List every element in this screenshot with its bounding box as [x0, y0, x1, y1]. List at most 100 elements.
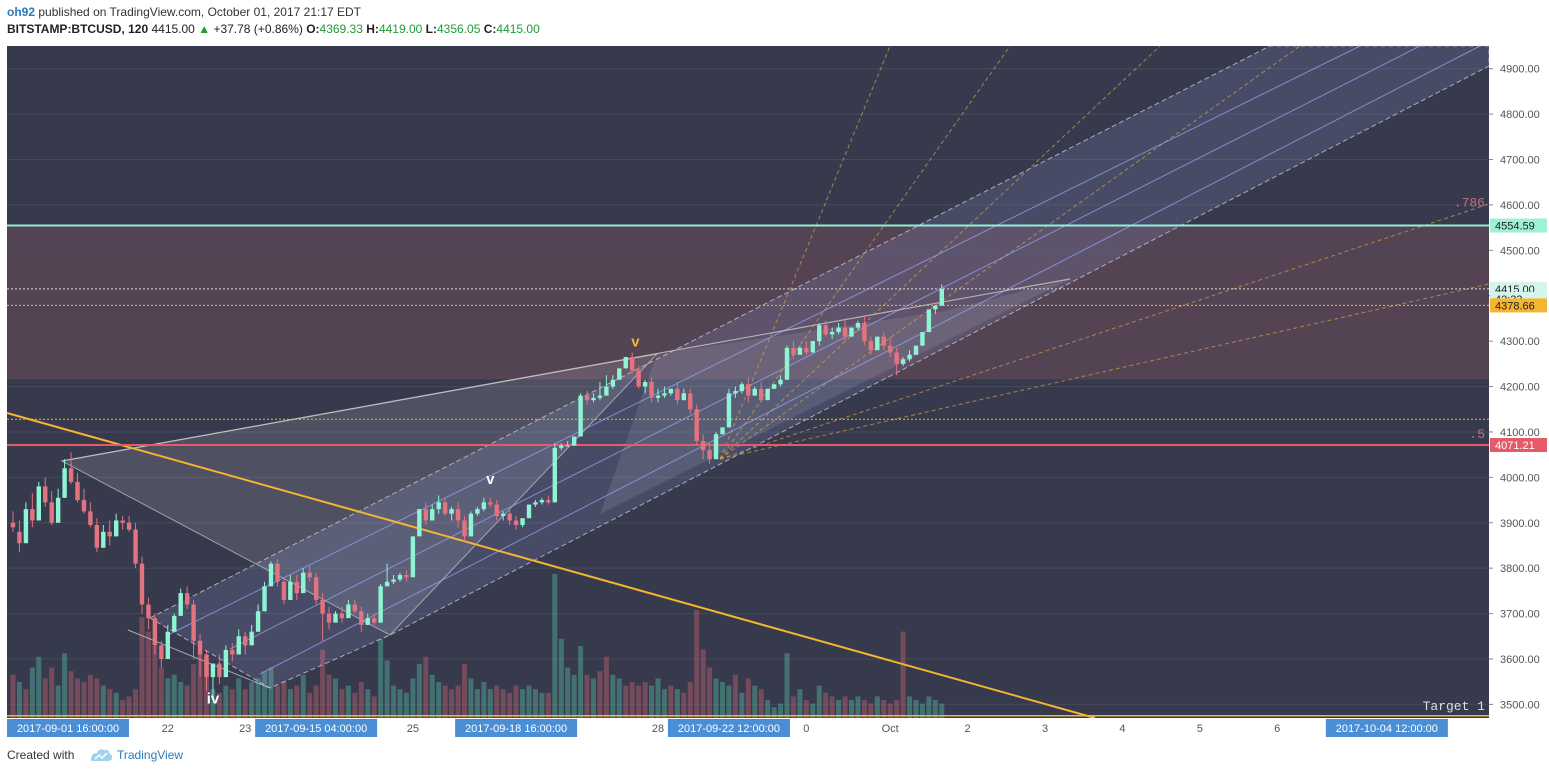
- candle: [255, 611, 261, 632]
- volume-bar: [10, 674, 16, 718]
- x-tick-label: 2017-09-01 16:00:00: [17, 723, 119, 735]
- candle: [249, 631, 254, 646]
- candle: [604, 386, 609, 396]
- volume-bar: [520, 689, 526, 718]
- volume-bar: [745, 678, 751, 718]
- price-tag: [1490, 298, 1547, 313]
- volume-bar: [532, 689, 538, 718]
- candle: [423, 509, 428, 521]
- low-label: L:: [425, 22, 437, 36]
- volume-bar: [300, 674, 306, 718]
- candle: [817, 325, 822, 342]
- candle: [17, 531, 22, 544]
- y-tick-label: 4900.00: [1500, 64, 1540, 76]
- volume-bar: [197, 653, 203, 718]
- candle: [862, 322, 867, 342]
- volume-bar: [210, 689, 216, 718]
- y-tick-label: 4200.00: [1500, 382, 1540, 394]
- channel-median-2: [229, 45, 1421, 650]
- candle: [501, 513, 506, 516]
- volume-bar: [191, 664, 197, 718]
- volume-bar: [152, 646, 158, 718]
- volume-bar: [133, 689, 139, 718]
- candle: [217, 663, 222, 678]
- candle: [765, 388, 770, 401]
- volume-bar: [913, 700, 919, 718]
- volume-bar: [803, 700, 809, 718]
- candle: [849, 327, 854, 337]
- volume-bar: [313, 685, 319, 718]
- x-tick-label: 3: [1042, 723, 1048, 735]
- tradingview-logo-icon[interactable]: [88, 746, 114, 764]
- candle: [62, 468, 67, 498]
- candle: [481, 502, 487, 510]
- up-arrow-icon: ▲: [198, 22, 211, 36]
- candle: [926, 309, 932, 333]
- volume-bar: [597, 671, 603, 718]
- candle: [468, 513, 474, 537]
- volume-bar: [571, 674, 577, 718]
- candle: [520, 518, 525, 526]
- candle: [559, 445, 564, 448]
- candle: [178, 593, 183, 616]
- candle: [688, 393, 693, 410]
- candle: [30, 509, 35, 521]
- candle: [126, 522, 132, 530]
- volume-bar: [790, 696, 796, 718]
- volume-bar: [526, 685, 532, 718]
- candle: [920, 332, 925, 346]
- channel-median-3: [259, 45, 1481, 675]
- volume-bar: [674, 689, 680, 718]
- y-tick-label: 4700.00: [1500, 155, 1540, 167]
- candle: [197, 640, 203, 655]
- author-link[interactable]: oh92: [7, 5, 36, 19]
- volume-bar: [907, 696, 913, 718]
- publish-info: oh92 published on TradingView.com, Octob…: [7, 5, 361, 19]
- volume-bar: [216, 692, 222, 718]
- volume-bar: [481, 682, 487, 718]
- candle: [436, 502, 441, 510]
- volume-bar: [474, 689, 480, 718]
- tradingview-link[interactable]: TradingView: [117, 748, 184, 762]
- price-axis[interactable]: [1489, 46, 1549, 718]
- volume-bar: [810, 703, 816, 718]
- candle: [591, 397, 596, 401]
- volume-bar: [881, 700, 887, 718]
- x-tick-highlight: [7, 719, 129, 737]
- wave-label: iv: [207, 690, 220, 707]
- candle: [36, 486, 41, 521]
- volume-bar: [274, 685, 280, 718]
- price-chart[interactable]: v v iv .786 .5 Target 1 3500.00 3600.00 3700.00…: [0, 44, 1549, 740]
- candle: [230, 649, 235, 655]
- volume-bar: [62, 653, 68, 718]
- x-tick-label: Oct: [882, 723, 899, 735]
- symbol-info: BITSTAMP:BTCUSD, 120 4415.00 ▲ +37.78 (+…: [7, 22, 540, 36]
- price-tag-label: 4554.59: [1495, 221, 1535, 233]
- volume-bar: [629, 682, 635, 718]
- price-tag-label: 4378.66: [1495, 300, 1535, 312]
- volume-bar: [552, 574, 558, 718]
- volume-bar: [926, 696, 932, 718]
- candle: [346, 604, 351, 619]
- volume-bar: [720, 682, 725, 718]
- candle: [597, 395, 603, 398]
- volume-bar: [855, 696, 861, 718]
- volume-bar: [829, 696, 835, 718]
- volume-bar: [494, 685, 500, 718]
- candle: [55, 497, 61, 523]
- candle: [268, 563, 274, 587]
- volume-bar: [287, 689, 293, 718]
- y-tick-label: 4600.00: [1500, 200, 1540, 212]
- y-tick-label: 3900.00: [1500, 518, 1540, 530]
- x-tick-label: 2017-09-18 16:00:00: [465, 723, 567, 735]
- candle: [391, 579, 396, 582]
- created-with-text: Created with: [7, 748, 75, 762]
- candle: [739, 384, 745, 392]
- candle: [75, 481, 80, 501]
- candle: [720, 427, 725, 435]
- volume-bar: [184, 685, 190, 718]
- volume-bar: [545, 692, 551, 718]
- candle: [752, 388, 757, 396]
- volume-bar: [655, 678, 661, 718]
- candle: [771, 384, 777, 389]
